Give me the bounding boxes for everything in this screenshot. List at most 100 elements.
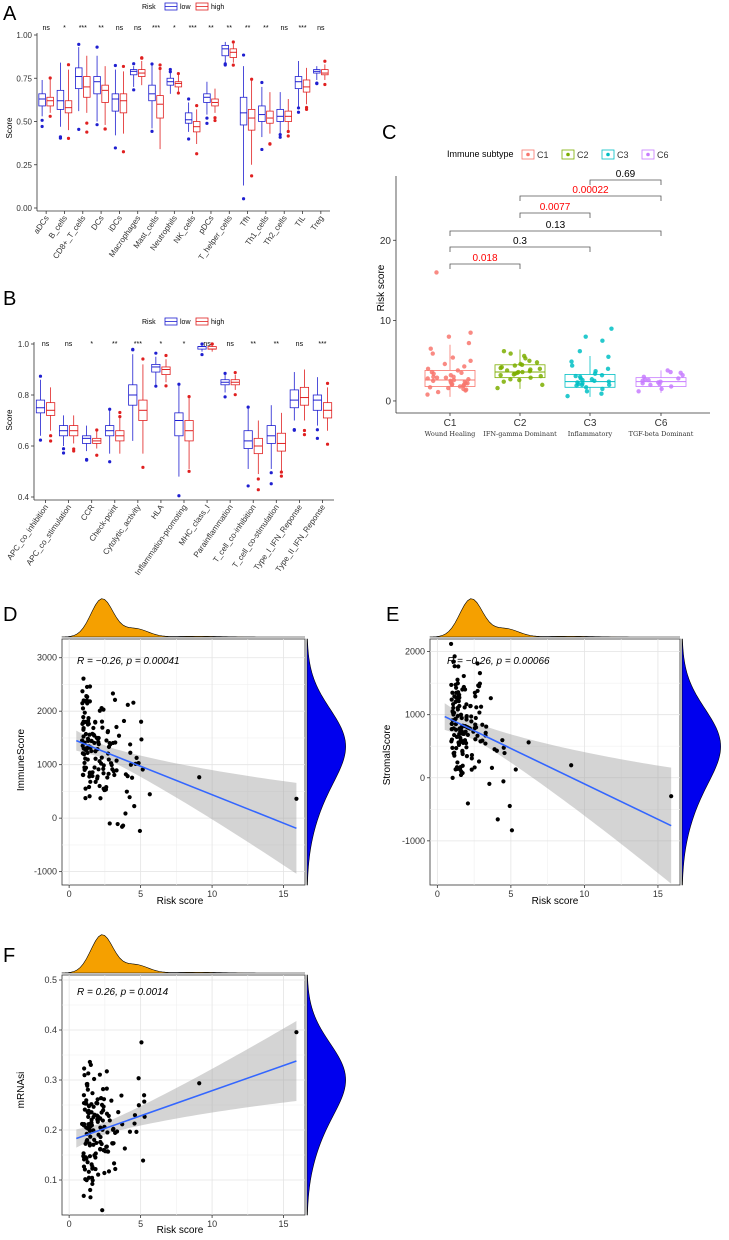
data-point — [106, 1169, 112, 1174]
data-point — [488, 696, 493, 701]
data-point — [455, 368, 461, 373]
data-point — [125, 702, 130, 707]
data-point — [434, 270, 439, 275]
outlier-point — [95, 45, 99, 49]
data-point — [86, 1104, 92, 1109]
data-point — [538, 373, 543, 379]
data-point — [577, 374, 583, 380]
legend-label-c2: C2 — [577, 150, 589, 160]
y-tick-label: 20 — [380, 236, 392, 247]
data-point — [472, 726, 477, 731]
data-point — [456, 699, 461, 704]
data-point — [448, 378, 453, 384]
outlier-point — [296, 110, 301, 114]
data-point — [106, 771, 111, 776]
data-point — [84, 684, 90, 690]
significance-label: * — [183, 341, 186, 348]
legend-c-title: Immune subtype — [447, 149, 514, 159]
box-low-treg — [313, 66, 321, 86]
data-point — [114, 1129, 120, 1134]
box-high-mast-cells — [156, 63, 164, 150]
data-point — [501, 379, 506, 384]
data-point — [129, 775, 135, 780]
significance-label: ns — [42, 25, 50, 32]
data-point — [448, 641, 454, 647]
outlier-point — [118, 410, 122, 415]
x-tick-label: 15 — [653, 889, 663, 899]
data-point — [456, 664, 461, 669]
y-tick-label: 0.8 — [18, 391, 30, 400]
box — [35, 399, 46, 414]
box — [258, 105, 266, 122]
x-tick-label: 5 — [138, 889, 143, 899]
outlier-point — [323, 59, 327, 63]
data-point — [569, 763, 574, 768]
box-low-adcs — [38, 79, 46, 129]
outlier-point — [154, 351, 158, 355]
data-point — [452, 732, 457, 738]
data-point — [80, 689, 85, 694]
data-point — [517, 377, 522, 383]
panel-label-a: A — [3, 3, 17, 25]
data-point — [85, 1137, 90, 1143]
outlier-point — [195, 104, 199, 108]
box — [174, 412, 184, 437]
outlier-point — [85, 121, 89, 125]
data-point — [82, 710, 87, 715]
data-point — [81, 1154, 86, 1159]
significance-label: ns — [134, 25, 142, 32]
data-point — [294, 796, 299, 801]
data-point — [458, 728, 463, 734]
outlier-point — [286, 129, 290, 134]
box-low-type-ii-ifn-reponse — [312, 377, 322, 440]
box-low-mast-cells — [148, 62, 156, 133]
y-tick-label: 0.3 — [44, 1075, 57, 1085]
x-tick-label: 15 — [279, 1219, 289, 1229]
data-point — [464, 754, 470, 759]
outlier-point — [233, 393, 237, 397]
outlier-point — [61, 447, 66, 451]
data-point — [454, 690, 459, 695]
data-point — [87, 1126, 92, 1131]
legend-b-title: Risk — [142, 319, 156, 326]
marginal-density-y — [306, 638, 346, 886]
box-low-apc-co-stimulation — [58, 415, 69, 455]
box-low-hla — [151, 351, 161, 388]
box — [321, 69, 329, 76]
outlier-point — [176, 71, 180, 76]
box — [243, 430, 253, 449]
data-point — [82, 1073, 87, 1078]
category-label-tfh: Tfh — [238, 214, 252, 229]
category-subtitle: TGF-beta Dominant — [629, 430, 694, 438]
box-high-nk-cells — [192, 104, 201, 156]
data-point — [104, 1144, 109, 1149]
outlier-point — [325, 442, 330, 446]
comparison-bracket — [519, 212, 591, 218]
data-point — [109, 762, 114, 768]
significance-label: ns — [317, 25, 325, 32]
category-label-treg: Treg — [309, 214, 326, 232]
outlier-point — [250, 174, 254, 178]
data-point — [96, 739, 101, 745]
box-high-t-helper-cells — [229, 40, 238, 67]
box — [148, 84, 156, 102]
data-point — [492, 747, 497, 752]
data-point — [89, 748, 94, 754]
y-tick-label: 0 — [420, 773, 425, 783]
data-point — [449, 721, 454, 727]
data-point — [91, 1114, 96, 1120]
x-tick-label: 5 — [138, 1219, 143, 1229]
data-point — [86, 784, 92, 790]
box-low-check-point — [105, 407, 115, 464]
data-point — [463, 729, 468, 734]
box-c2 — [494, 348, 546, 391]
significance-label: ** — [208, 25, 214, 32]
data-point — [96, 1172, 101, 1177]
comparison-pvalue: 0.0077 — [540, 202, 571, 213]
outlier-point — [260, 147, 264, 152]
outlier-point — [38, 374, 43, 378]
data-point — [82, 1066, 87, 1071]
outlier-point — [38, 438, 43, 442]
category-label-apc-co-inhibition: APC_co_inhibition — [5, 503, 50, 562]
box — [276, 108, 284, 122]
